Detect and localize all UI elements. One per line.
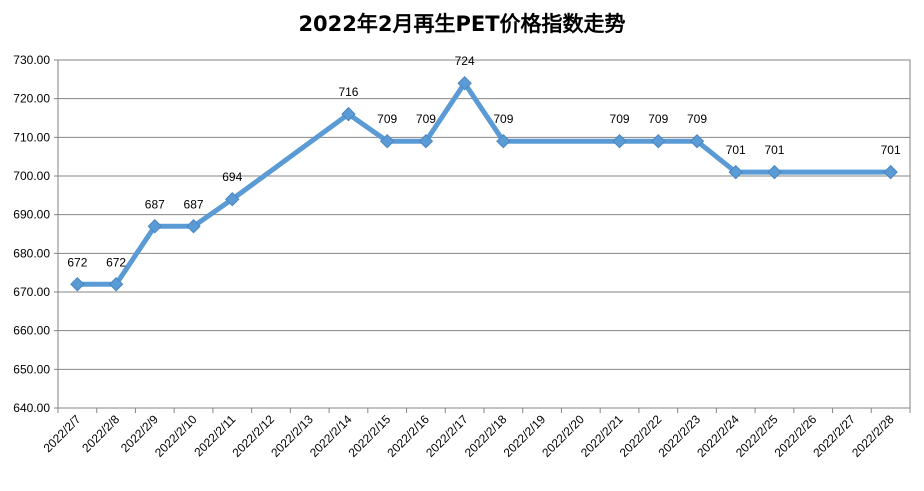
y-tick-label: 710.00	[13, 130, 50, 144]
data-label: 687	[145, 197, 165, 211]
y-tick-label: 640.00	[13, 401, 50, 415]
data-point	[689, 133, 705, 149]
data-point	[457, 75, 472, 91]
data-label: 709	[648, 112, 668, 126]
data-point	[728, 164, 743, 180]
data-label: 672	[106, 255, 126, 269]
data-point	[379, 133, 395, 149]
data-point	[418, 133, 434, 149]
y-tick-label: 720.00	[13, 92, 50, 106]
y-tick-label: 690.00	[13, 208, 50, 222]
data-label: 716	[338, 85, 358, 99]
y-tick-label: 670.00	[13, 285, 50, 299]
x-tick-label: 2022/2/7	[41, 412, 84, 455]
chart-title: 2022年2月再生PET价格指数走势	[298, 12, 626, 36]
y-tick-label: 650.00	[13, 362, 50, 376]
y-tick-label: 700.00	[13, 169, 50, 183]
data-label: 701	[726, 143, 746, 157]
data-point	[341, 106, 356, 122]
y-tick-label: 660.00	[13, 324, 50, 338]
data-label: 701	[764, 143, 784, 157]
data-label: 709	[687, 112, 707, 126]
data-label: 709	[610, 112, 630, 126]
data-label: 672	[67, 255, 87, 269]
data-point	[612, 133, 627, 149]
data-point	[147, 219, 163, 234]
y-tick-label: 680.00	[13, 246, 50, 260]
data-point	[108, 277, 124, 292]
data-label: 709	[493, 112, 513, 126]
data-label: 701	[881, 143, 901, 157]
x-tick-label: 2022/2/10	[152, 412, 200, 460]
data-label: 694	[222, 170, 242, 184]
data-point	[651, 133, 666, 149]
data-label: 724	[455, 54, 475, 68]
x-tick-label: 2022/2/8	[79, 412, 122, 455]
data-point	[883, 164, 898, 180]
data-point	[70, 277, 85, 292]
data-label: 687	[184, 197, 204, 211]
series-line	[74, 80, 894, 287]
data-label: 709	[377, 112, 397, 126]
data-point	[186, 219, 201, 234]
data-point	[767, 164, 782, 180]
data-label: 709	[416, 112, 436, 126]
y-tick-label: 730.00	[13, 53, 50, 67]
data-point	[496, 133, 511, 149]
x-tick-label: 2022/2/28	[849, 412, 897, 460]
data-point	[225, 191, 240, 207]
